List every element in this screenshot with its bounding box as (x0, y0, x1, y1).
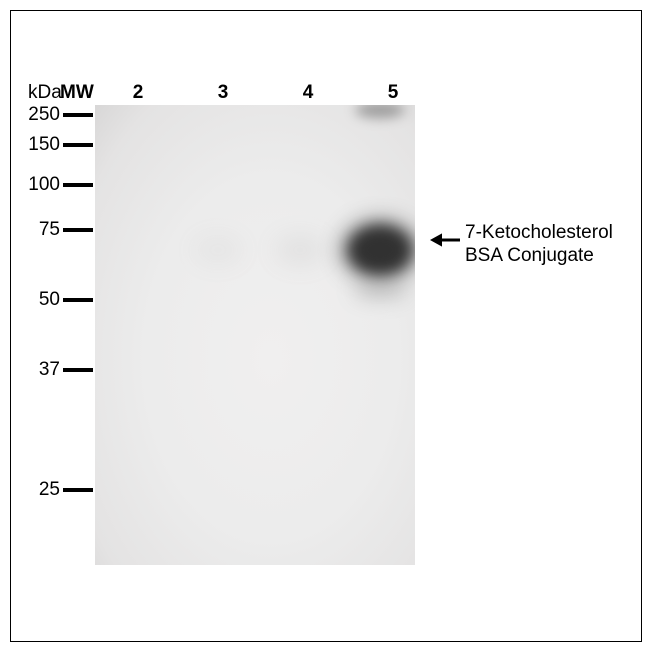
mw-tick (63, 298, 93, 302)
mw-value: 37 (10, 359, 60, 381)
bands-layer (95, 105, 415, 565)
band (193, 235, 243, 265)
band (340, 219, 415, 281)
band (355, 105, 405, 118)
mw-value: 50 (10, 289, 60, 311)
mw-value: 150 (10, 134, 60, 156)
mw-tick (63, 488, 93, 492)
lane-label: 3 (218, 82, 229, 104)
mw-value: 250 (10, 104, 60, 126)
lane-label: 4 (303, 82, 314, 104)
lane-label: 2 (133, 82, 144, 104)
annotation-label-line: 7-Ketocholesterol (465, 222, 613, 245)
band (353, 280, 408, 300)
mw-tick (63, 183, 93, 187)
mw-tick (63, 368, 93, 372)
blot-area (95, 105, 415, 565)
band (275, 235, 325, 265)
lane-label: 5 (388, 82, 399, 104)
mw-tick (63, 143, 93, 147)
mw-value: 75 (10, 219, 60, 241)
mw-value: 100 (10, 174, 60, 196)
mw-tick (63, 228, 93, 232)
annotation-label-line: BSA Conjugate (465, 245, 613, 268)
axis-unit: kDa (28, 82, 62, 104)
mw-tick (63, 113, 93, 117)
mw-header: MW (60, 82, 94, 104)
annotation-label: 7-KetocholesterolBSA Conjugate (465, 222, 613, 268)
mw-value: 25 (10, 479, 60, 501)
